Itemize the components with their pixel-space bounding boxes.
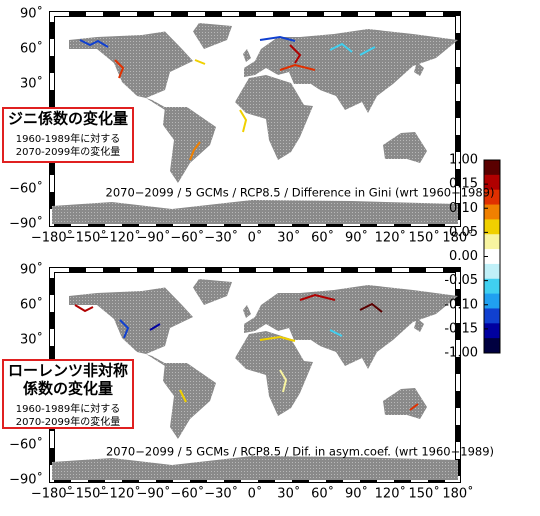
colorbar: 1.00 0.15 0.10 0.05 0.00 -0.05 -0.10 -0.15 -1.00 bbox=[444, 153, 501, 361]
map-caption: 2070−2099 / 5 GCMs / RCP8.5 / Difference… bbox=[106, 186, 495, 200]
panel-sublabel: 1960-1989年に対する bbox=[16, 132, 121, 145]
colorbar-segment bbox=[484, 308, 500, 324]
lat-tick-label: −90˚ bbox=[9, 216, 43, 232]
lon-tick-label: 180˚ bbox=[442, 486, 473, 502]
colorbar-segment bbox=[484, 234, 500, 250]
lon-tick-label: 150˚ bbox=[409, 486, 440, 502]
panel-label: ジニ係数の変化量 bbox=[8, 110, 128, 128]
colorbar-tick-label: 0.05 bbox=[449, 225, 478, 240]
colorbar-segment bbox=[484, 174, 500, 191]
lon-tick-label: −150˚ bbox=[65, 486, 107, 502]
lon-tick-label: −150˚ bbox=[65, 230, 107, 246]
colorbar-tick-label: -1.00 bbox=[444, 346, 478, 361]
lon-tick-label: −60˚ bbox=[170, 230, 204, 246]
colorbar-segment bbox=[484, 293, 500, 309]
label-box bbox=[2, 107, 134, 163]
lon-tick-label: 120˚ bbox=[375, 486, 406, 502]
colorbar-segment bbox=[484, 338, 500, 354]
lat-tick-label: 30˚ bbox=[20, 332, 43, 348]
label-box bbox=[2, 359, 134, 429]
colorbar-segment bbox=[484, 189, 500, 206]
lat-tick-label: −60˚ bbox=[9, 181, 43, 197]
lon-tick-label: −120˚ bbox=[99, 230, 141, 246]
lon-tick-label: 90˚ bbox=[345, 230, 368, 246]
colorbar-tick-label: 1.00 bbox=[449, 153, 478, 168]
colorbar-tick-label: 0.10 bbox=[449, 201, 478, 216]
lon-tick-label: 30˚ bbox=[277, 486, 300, 502]
lon-tick-label: 150˚ bbox=[409, 230, 440, 246]
colorbar-tick-label: 0.00 bbox=[449, 249, 478, 264]
lat-tick-label: 60˚ bbox=[20, 297, 43, 313]
lon-tick-label: −180˚ bbox=[31, 230, 73, 246]
lon-tick-label: 60˚ bbox=[311, 230, 334, 246]
lat-tick-label: 90˚ bbox=[20, 6, 43, 22]
colorbar-segment bbox=[484, 323, 500, 339]
colorbar-tick-label: -0.15 bbox=[444, 321, 478, 336]
lon-tick-label: −60˚ bbox=[170, 486, 204, 502]
colorbar-segment bbox=[484, 263, 500, 280]
colorbar-segment bbox=[484, 278, 500, 295]
lon-tick-label: 120˚ bbox=[375, 230, 406, 246]
lon-tick-label: 180˚ bbox=[442, 230, 473, 246]
lon-tick-label: 0˚ bbox=[248, 230, 263, 246]
map-caption: 2070−2099 / 5 GCMs / RCP8.5 / Dif. in as… bbox=[106, 445, 494, 459]
colorbar-segment bbox=[484, 204, 500, 220]
lat-tick-label: −60˚ bbox=[9, 437, 43, 453]
lon-tick-label: −90˚ bbox=[137, 486, 171, 502]
lon-tick-label: 90˚ bbox=[345, 486, 368, 502]
panel-label: 係数の変化量 bbox=[23, 380, 113, 398]
lat-tick-label: −90˚ bbox=[9, 472, 43, 488]
lat-tick-label: 90˚ bbox=[20, 262, 43, 278]
lon-tick-label: −180˚ bbox=[31, 486, 73, 502]
lon-tick-label: 0˚ bbox=[248, 486, 263, 502]
lon-tick-label: 30˚ bbox=[277, 230, 300, 246]
colorbar-tick-label: -0.05 bbox=[444, 273, 478, 288]
lat-tick-label: 60˚ bbox=[20, 41, 43, 57]
colorbar-segment bbox=[484, 160, 500, 176]
panel-label: ローレンツ非対称 bbox=[8, 362, 128, 380]
colorbar-tick-label: -0.10 bbox=[444, 297, 478, 312]
colorbar-tick-label: 0.15 bbox=[449, 177, 478, 192]
colorbar-segment bbox=[484, 219, 500, 235]
lon-tick-label: −30˚ bbox=[204, 486, 238, 502]
lon-tick-label: −30˚ bbox=[204, 230, 238, 246]
lon-tick-label: −120˚ bbox=[99, 486, 141, 502]
lon-tick-label: 60˚ bbox=[311, 486, 334, 502]
lon-tick-label: −90˚ bbox=[137, 230, 171, 246]
colorbar-segment bbox=[484, 249, 500, 265]
panel-sublabel: 1960-1989年に対する bbox=[16, 402, 121, 415]
lat-tick-label: 30˚ bbox=[20, 76, 43, 92]
panel-sublabel: 2070-2099年の変化量 bbox=[16, 145, 121, 158]
panel-sublabel: 2070-2099年の変化量 bbox=[16, 415, 121, 428]
